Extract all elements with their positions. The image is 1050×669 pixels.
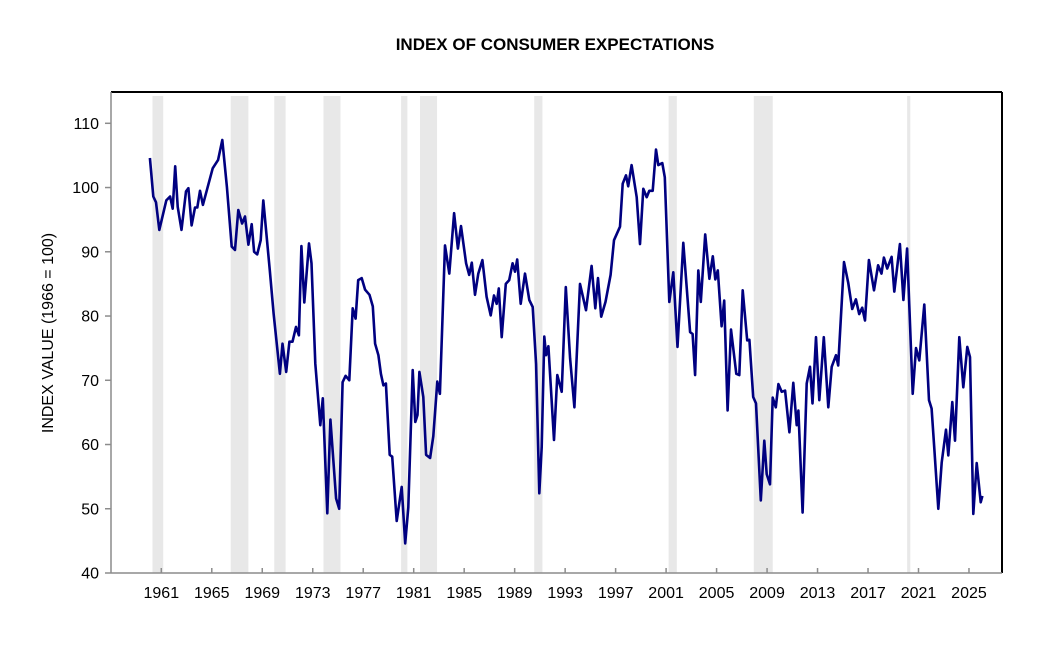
x-tick-label: 1961 — [144, 585, 180, 602]
recession-band — [323, 96, 341, 573]
recession-band — [907, 96, 911, 573]
x-tick-label: 2021 — [901, 585, 937, 602]
x-tick-label: 2017 — [850, 585, 886, 602]
recession-band — [401, 96, 408, 573]
recession-band — [152, 96, 164, 573]
series-line — [148, 138, 984, 545]
y-tick-label: 100 — [72, 180, 99, 197]
x-tick-label: 1965 — [194, 585, 230, 602]
y-tick-label: 40 — [81, 566, 99, 583]
y-tick-label: 90 — [81, 244, 99, 261]
x-tick-label: 2005 — [699, 585, 735, 602]
x-tick-label: 2013 — [800, 585, 836, 602]
chart-title: INDEX OF CONSUMER EXPECTATIONS — [396, 35, 715, 54]
y-axis-label: INDEX VALUE (1966 = 100) — [40, 233, 57, 433]
x-axis-ticks: 1961 1965 1969 1973 1977 1981 1985 1989 1993 1997… — [144, 568, 987, 602]
series-group — [148, 138, 984, 545]
x-tick-label: 1973 — [295, 585, 331, 602]
axes — [110, 91, 1003, 574]
x-tick-label: 1997 — [598, 585, 634, 602]
y-tick-label: 50 — [81, 501, 99, 518]
x-tick-label: 1981 — [396, 585, 432, 602]
x-tick-label: 1993 — [547, 585, 583, 602]
recession-band — [230, 96, 249, 573]
recession-band — [753, 96, 773, 573]
y-tick-label: 110 — [73, 116, 99, 133]
x-tick-label: 1977 — [345, 585, 381, 602]
recession-band — [668, 96, 677, 573]
y-tick-label: 80 — [81, 309, 99, 326]
recession-band — [534, 96, 543, 573]
recession-band — [420, 96, 438, 573]
x-tick-label: 1985 — [446, 585, 482, 602]
x-tick-label: 2009 — [749, 585, 785, 602]
y-axis-ticks: 40 50 60 70 80 90 100 110 — [72, 116, 111, 583]
x-tick-label: 2025 — [951, 585, 987, 602]
y-tick-label: 70 — [81, 373, 99, 390]
y-tick-label: 60 — [81, 437, 99, 454]
x-tick-label: 2001 — [648, 585, 684, 602]
x-tick-label: 1969 — [244, 585, 280, 602]
recession-bands — [152, 96, 911, 573]
x-tick-label: 1989 — [497, 585, 533, 602]
recession-band — [274, 96, 286, 573]
